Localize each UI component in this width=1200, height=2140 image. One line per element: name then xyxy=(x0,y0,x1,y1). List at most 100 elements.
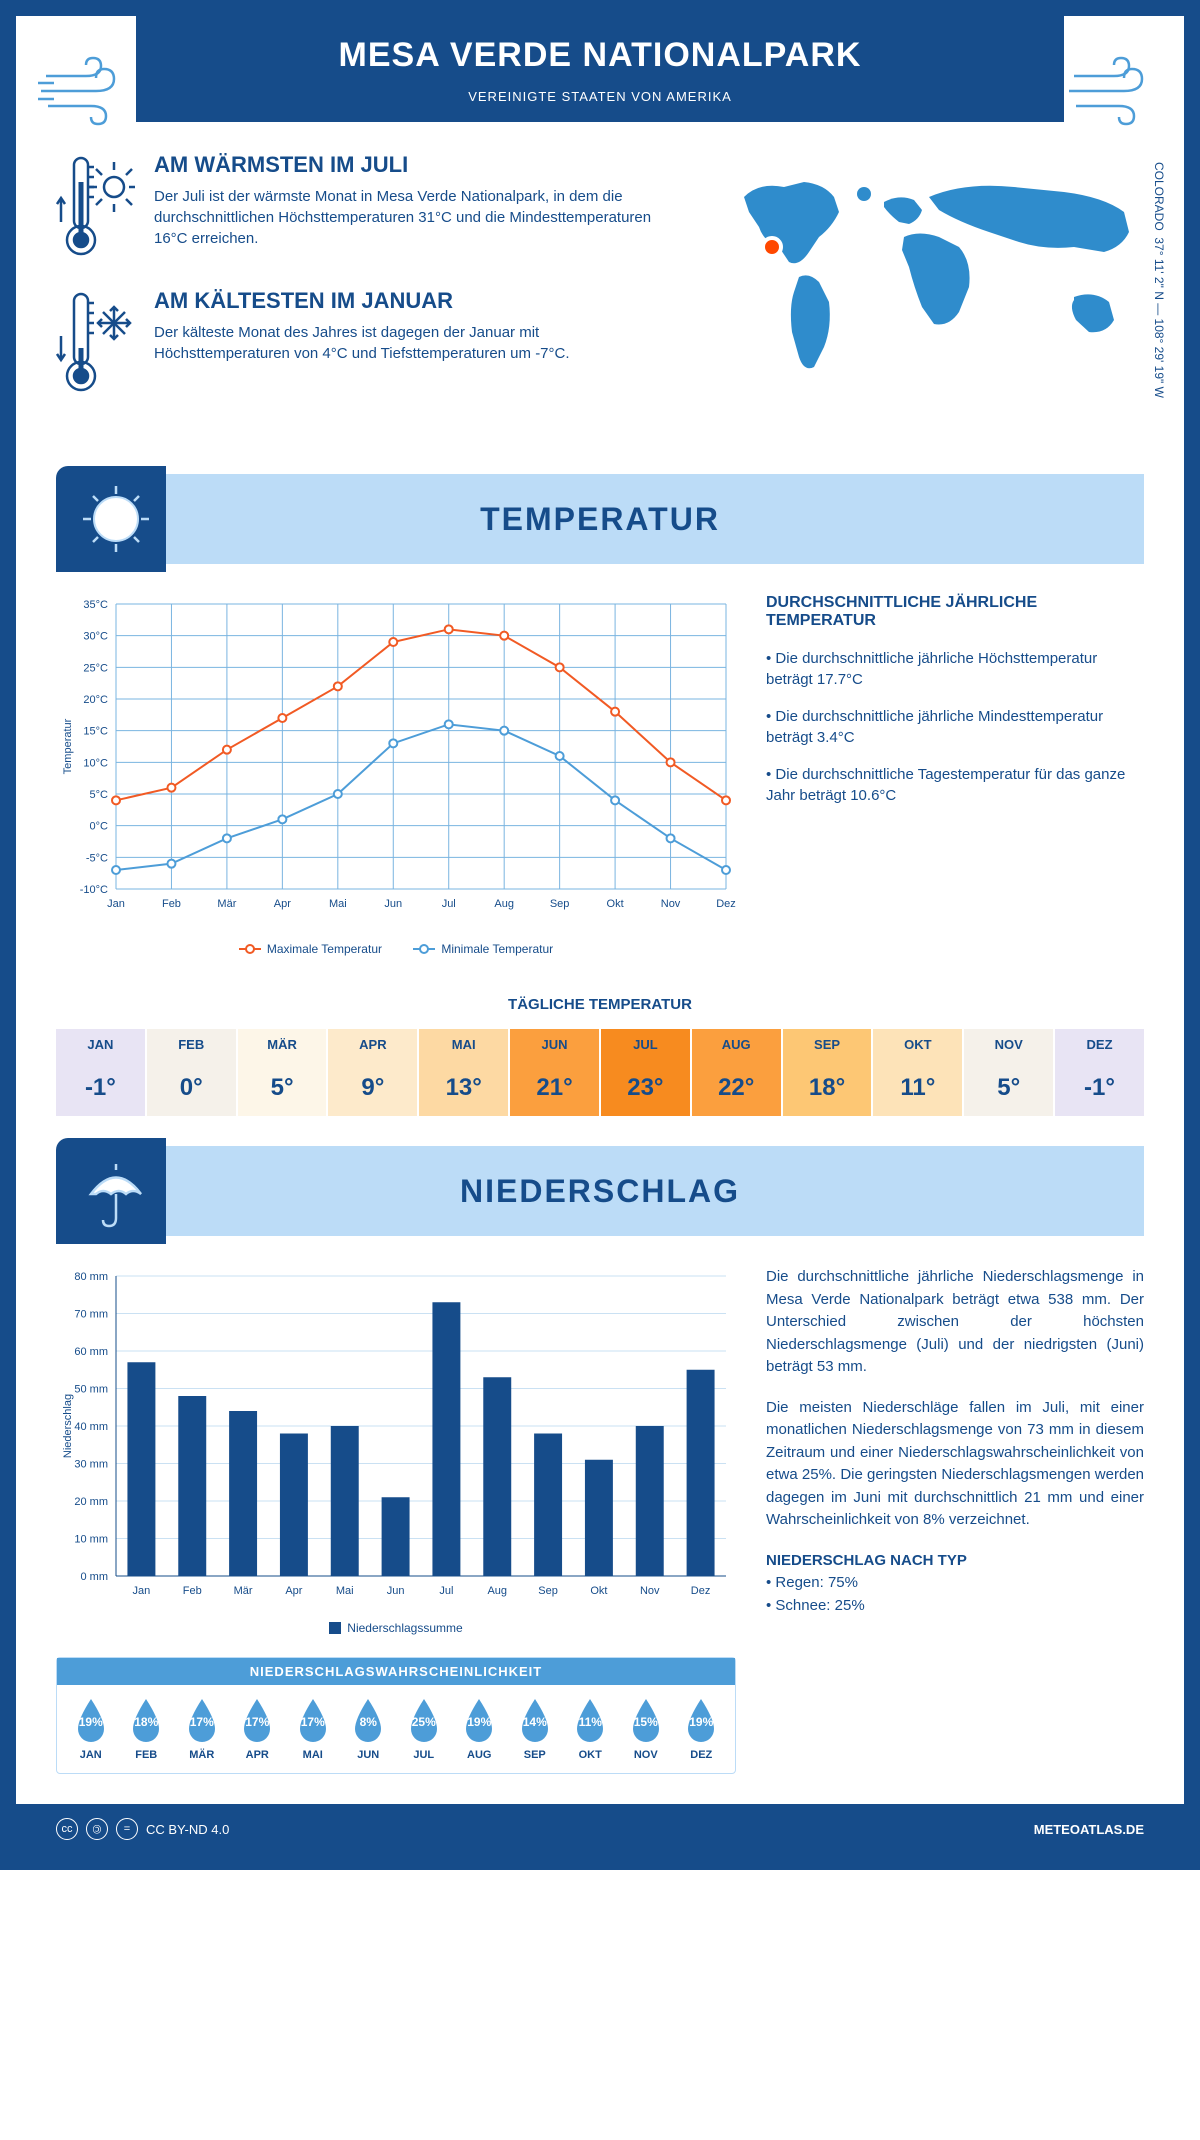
prob-cell: 17%APR xyxy=(230,1697,286,1761)
svg-text:15°C: 15°C xyxy=(83,726,108,738)
prob-cell: 14%SEP xyxy=(507,1697,563,1761)
coldest-title: AM KÄLTESTEN IM JANUAR xyxy=(154,288,674,314)
page-title: MESA VERDE NATIONALPARK xyxy=(136,36,1064,75)
svg-text:20°C: 20°C xyxy=(83,694,108,706)
precipitation-bar-chart: 0 mm10 mm20 mm30 mm40 mm50 mm60 mm70 mm8… xyxy=(56,1266,736,1606)
svg-text:Jun: Jun xyxy=(387,1585,405,1597)
prob-cell: 15%NOV xyxy=(618,1697,674,1761)
warmest-block: AM WÄRMSTEN IM JULI Der Juli ist der wär… xyxy=(56,152,674,262)
month-cell: FEB0° xyxy=(147,1029,238,1116)
prob-cell: 19%AUG xyxy=(452,1697,508,1761)
prob-cell: 19%DEZ xyxy=(674,1697,730,1761)
temperature-line-chart: -10°C -5°C 0°C 5°C 10°C 15°C 20°C 25°C 30°C 35°C J… xyxy=(56,594,736,924)
daily-temp-grid: JAN-1°FEB0°MÄR5°APR9°MAI13°JUN21°JUL23°A… xyxy=(56,1029,1144,1116)
svg-text:0°C: 0°C xyxy=(90,821,109,833)
cc-icon: cc xyxy=(56,1818,78,1840)
daily-temp-title: TÄGLICHE TEMPERATUR xyxy=(16,996,1184,1013)
svg-text:Jan: Jan xyxy=(107,898,125,910)
license-text: CC BY-ND 4.0 xyxy=(146,1822,229,1837)
svg-text:Sep: Sep xyxy=(550,898,570,910)
wind-icon xyxy=(1064,56,1164,126)
coldest-block: AM KÄLTESTEN IM JANUAR Der kälteste Mona… xyxy=(56,288,674,398)
svg-text:50 mm: 50 mm xyxy=(74,1384,108,1396)
svg-text:Jul: Jul xyxy=(439,1585,453,1597)
world-map: COLORADO 37° 11' 2" N — 108° 29' 19" W xyxy=(704,152,1144,424)
nd-icon: = xyxy=(116,1818,138,1840)
precip-banner: NIEDERSCHLAG xyxy=(56,1146,1144,1236)
temp-bullet: • Die durchschnittliche jährliche Mindes… xyxy=(766,706,1144,748)
by-icon: 🄯 xyxy=(86,1818,108,1840)
svg-text:Nov: Nov xyxy=(661,898,681,910)
svg-text:Nov: Nov xyxy=(640,1585,660,1597)
warmest-text: Der Juli ist der wärmste Monat in Mesa V… xyxy=(154,186,674,249)
svg-text:40 mm: 40 mm xyxy=(74,1421,108,1433)
svg-text:Aug: Aug xyxy=(487,1585,507,1597)
month-cell: MAI13° xyxy=(419,1029,510,1116)
umbrella-icon xyxy=(81,1156,151,1231)
svg-text:Dez: Dez xyxy=(716,898,736,910)
svg-text:-10°C: -10°C xyxy=(80,884,108,896)
sun-icon xyxy=(81,484,151,554)
svg-text:10°C: 10°C xyxy=(83,757,108,769)
svg-text:10 mm: 10 mm xyxy=(74,1534,108,1546)
svg-text:-5°C: -5°C xyxy=(86,852,108,864)
precip-type-title: NIEDERSCHLAG NACH TYP xyxy=(766,1550,1144,1573)
precip-type-snow: • Schnee: 25% xyxy=(766,1595,1144,1618)
temperature-banner: TEMPERATUR xyxy=(56,474,1144,564)
svg-text:Jan: Jan xyxy=(133,1585,151,1597)
month-cell: SEP18° xyxy=(783,1029,874,1116)
svg-text:Mär: Mär xyxy=(234,1585,253,1597)
month-cell: APR9° xyxy=(328,1029,419,1116)
warmest-title: AM WÄRMSTEN IM JULI xyxy=(154,152,674,178)
svg-text:5°C: 5°C xyxy=(90,789,109,801)
month-cell: NOV5° xyxy=(964,1029,1055,1116)
prob-cell: 17%MÄR xyxy=(174,1697,230,1761)
location-marker xyxy=(763,238,781,256)
svg-text:Feb: Feb xyxy=(183,1585,202,1597)
svg-text:Okt: Okt xyxy=(590,1585,607,1597)
prob-cell: 17%MAI xyxy=(285,1697,341,1761)
svg-text:80 mm: 80 mm xyxy=(74,1271,108,1283)
temp-bullet: • Die durchschnittliche jährliche Höchst… xyxy=(766,648,1144,690)
prob-cell: 8%JUN xyxy=(341,1697,397,1761)
svg-text:Apr: Apr xyxy=(274,898,291,910)
thermometer-hot-icon xyxy=(56,152,136,262)
prob-cell: 18%FEB xyxy=(119,1697,175,1761)
svg-text:60 mm: 60 mm xyxy=(74,1346,108,1358)
precip-probability-box: NIEDERSCHLAGSWAHRSCHEINLICHKEIT 19%JAN18… xyxy=(56,1657,736,1774)
svg-text:Feb: Feb xyxy=(162,898,181,910)
header: MESA VERDE NATIONALPARK VEREINIGTE STAAT… xyxy=(136,16,1064,122)
month-cell: DEZ-1° xyxy=(1055,1029,1144,1116)
svg-text:Jun: Jun xyxy=(384,898,402,910)
site-name: METEOATLAS.DE xyxy=(1034,1822,1144,1837)
svg-text:30°C: 30°C xyxy=(83,631,108,643)
month-cell: AUG22° xyxy=(692,1029,783,1116)
month-cell: OKT11° xyxy=(873,1029,964,1116)
month-cell: JUL23° xyxy=(601,1029,692,1116)
svg-text:25°C: 25°C xyxy=(83,662,108,674)
svg-text:Mai: Mai xyxy=(336,1585,354,1597)
page-subtitle: VEREINIGTE STAATEN VON AMERIKA xyxy=(136,89,1064,104)
svg-text:Mär: Mär xyxy=(217,898,236,910)
month-cell: JAN-1° xyxy=(56,1029,147,1116)
svg-text:Temperatur: Temperatur xyxy=(62,718,74,774)
precip-type-rain: • Regen: 75% xyxy=(766,1572,1144,1595)
temp-info-title: DURCHSCHNITTLICHE JÄHRLICHE TEMPERATUR xyxy=(766,594,1144,630)
month-cell: MÄR5° xyxy=(238,1029,329,1116)
precip-text: Die meisten Niederschläge fallen im Juli… xyxy=(766,1397,1144,1532)
precip-chart-legend: Niederschlagssumme xyxy=(56,1621,736,1637)
svg-text:Jul: Jul xyxy=(442,898,456,910)
svg-text:30 mm: 30 mm xyxy=(74,1459,108,1471)
thermometer-cold-icon xyxy=(56,288,136,398)
prob-cell: 25%JUL xyxy=(396,1697,452,1761)
footer: cc 🄯 = CC BY-ND 4.0 METEOATLAS.DE xyxy=(16,1804,1184,1854)
svg-text:0 mm: 0 mm xyxy=(81,1571,109,1583)
svg-text:Apr: Apr xyxy=(285,1585,302,1597)
temp-bullet: • Die durchschnittliche Tagestemperatur … xyxy=(766,764,1144,806)
temp-chart-legend: Maximale Temperatur Minimale Temperatur xyxy=(56,939,736,956)
prob-cell: 19%JAN xyxy=(63,1697,119,1761)
svg-text:35°C: 35°C xyxy=(83,599,108,611)
coordinates: COLORADO 37° 11' 2" N — 108° 29' 19" W xyxy=(1152,162,1166,398)
month-cell: JUN21° xyxy=(510,1029,601,1116)
precip-title: NIEDERSCHLAG xyxy=(460,1173,740,1210)
